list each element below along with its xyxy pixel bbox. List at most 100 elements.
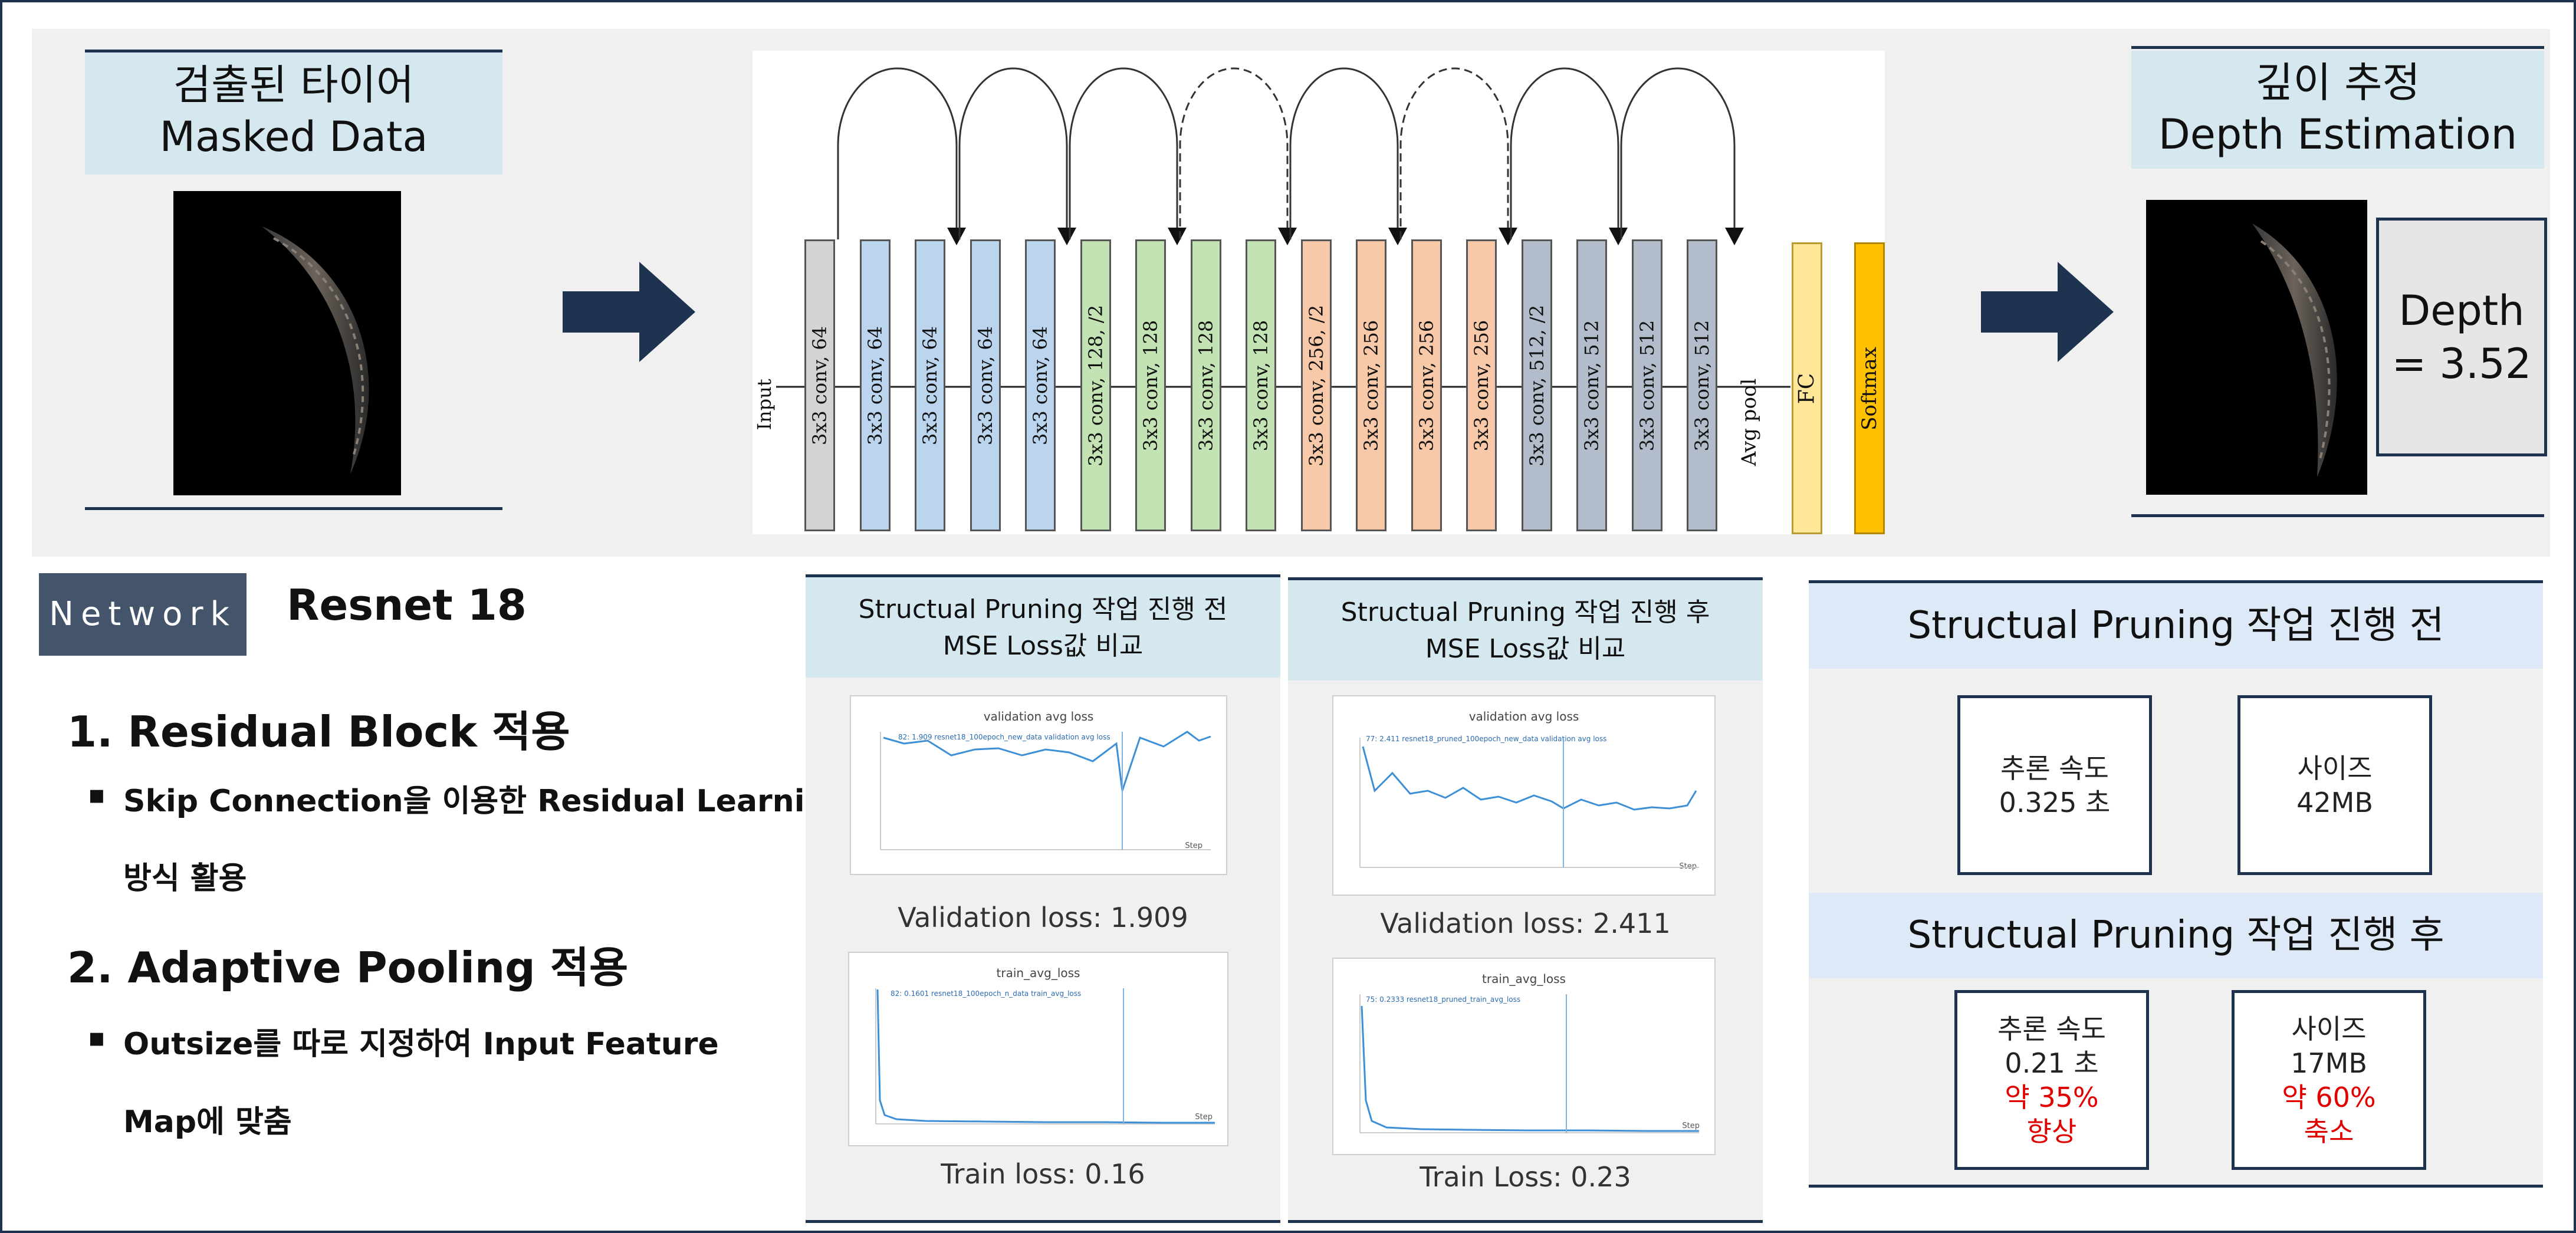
before-speed-box: 추론 속도 0.325 초 xyxy=(1957,695,2152,875)
after-train-loss: Train Loss: 0.23 xyxy=(1420,1161,1631,1193)
output-title-line1: 깊이 추정 xyxy=(2255,58,2420,107)
item1-bullet-icon: ▪ xyxy=(88,780,106,810)
before-size-box: 사이즈 42MB xyxy=(2237,695,2432,875)
skip-connection-arc xyxy=(1289,67,1399,239)
skip-connection-arc xyxy=(1179,67,1289,239)
summary-panel: Structual Pruning 작업 진행 전 추론 속도 0.325 초 … xyxy=(1809,580,2543,1188)
chart-title: train_avg_loss xyxy=(1482,972,1566,986)
item1-title: 1. Residual Block 적용 xyxy=(67,707,570,757)
before-summary-title: Structual Pruning 작업 진행 전 xyxy=(1809,583,2543,669)
conv-layer-1: 3x3 conv, 64 xyxy=(804,239,835,531)
after-speed-improvement-word: 향상 xyxy=(2026,1115,2077,1147)
after-validation-chart: validation avg loss 77: 2.411 resnet18_p… xyxy=(1332,695,1716,896)
fc-layer: FC xyxy=(1792,242,1822,534)
after-size-value: 17MB xyxy=(2291,1047,2367,1079)
item2-bullet-line2: Map에 맞춤 xyxy=(123,1104,292,1140)
chart-legend: 77: 2.411 resnet18_pruned_100epoch_new_d… xyxy=(1366,735,1607,743)
item2-bullet-line1: Outsize를 따로 지정하여 Input Feature xyxy=(123,1027,719,1062)
input-label: Input xyxy=(753,379,776,430)
before-train-chart: train_avg_loss 82: 0.1601 resnet18_100ep… xyxy=(848,952,1228,1146)
chart-legend: 82: 0.1601 resnet18_100epoch_n_data trai… xyxy=(891,989,1082,998)
chart-title: validation avg loss xyxy=(983,709,1094,724)
arrowhead-icon xyxy=(1057,228,1076,245)
arrowhead-icon xyxy=(1388,228,1407,245)
depth-value: = 3.52 xyxy=(2391,339,2532,388)
before-panel-header: Structual Pruning 작업 진행 전 MSE Loss값 비교 xyxy=(806,574,1280,678)
before-loss-panel: Structual Pruning 작업 진행 전 MSE Loss값 비교 v… xyxy=(806,574,1280,1223)
item1-bullet-line1: Skip Connection을 이용한 Residual Learning xyxy=(123,784,849,819)
conv-layer-15: 3x3 conv, 512 xyxy=(1576,239,1607,531)
after-panel-header: Structual Pruning 작업 진행 후 MSE Loss값 비교 xyxy=(1288,577,1763,680)
loss-line xyxy=(880,731,1211,850)
output-top-rule xyxy=(2131,46,2544,49)
item2-bullet-icon: ▪ xyxy=(88,1022,106,1053)
masked-tire-image xyxy=(173,191,401,495)
skip-connection-arc xyxy=(1069,67,1178,239)
output-bottom-rule xyxy=(2131,514,2544,517)
skip-connection-arc xyxy=(1510,67,1619,239)
arrowhead-icon xyxy=(1609,228,1628,245)
input-title-line1: 검출된 타이어 xyxy=(173,61,415,109)
after-validation-loss: Validation loss: 2.411 xyxy=(1380,908,1671,939)
chart-legend: 75: 0.2333 resnet18_pruned_train_avg_los… xyxy=(1366,995,1521,1004)
after-train-chart: train_avg_loss 75: 0.2333 resnet18_prune… xyxy=(1332,958,1716,1155)
skip-connection-arc xyxy=(1399,67,1509,239)
chart-step-label: Step xyxy=(1679,862,1697,871)
after-size-box: 사이즈 17MB 약 60% 축소 xyxy=(2232,990,2426,1170)
conv-layer-12: 3x3 conv, 256 xyxy=(1411,239,1442,531)
conv-layer-10: 3x3 conv, 256, /2 xyxy=(1300,239,1332,531)
before-size-value: 42MB xyxy=(2296,786,2373,818)
depth-label: Depth xyxy=(2398,286,2525,335)
softmax-layer: Softmax xyxy=(1854,242,1885,534)
arrowhead-icon xyxy=(1725,228,1744,245)
after-panel-title-line1: Structual Pruning 작업 진행 후 xyxy=(1340,597,1710,627)
depth-result-box: Depth = 3.52 xyxy=(2376,218,2547,456)
before-size-label: 사이즈 xyxy=(2297,752,2373,784)
conv-layer-3: 3x3 conv, 64 xyxy=(915,239,945,531)
conv-layer-8: 3x3 conv, 128 xyxy=(1190,239,1221,531)
item2-title: 2. Adaptive Pooling 적용 xyxy=(67,943,629,992)
after-speed-label: 추론 속도 xyxy=(1997,1012,2106,1045)
conv-layer-7: 3x3 conv, 128 xyxy=(1135,239,1166,531)
before-speed-label: 추론 속도 xyxy=(2000,752,2109,784)
conv-layer-9: 3x3 conv, 128 xyxy=(1246,239,1276,531)
output-title-line2: Depth Estimation xyxy=(2158,110,2518,159)
after-panel-title-line2: MSE Loss값 비교 xyxy=(1425,634,1626,664)
avg-pool-label: Avg pool xyxy=(1737,378,1761,466)
after-speed-box: 추론 속도 0.21 초 약 35% 향상 xyxy=(1954,990,2149,1170)
network-name: Resnet 18 xyxy=(287,580,527,630)
conv-layer-16: 3x3 conv, 512 xyxy=(1631,239,1662,531)
conv-layer-17: 3x3 conv, 512 xyxy=(1687,239,1717,531)
conv-layer-5: 3x3 conv, 64 xyxy=(1025,239,1056,531)
arrowhead-icon xyxy=(1499,228,1517,245)
loss-line xyxy=(875,988,1215,1125)
arrowhead-icon xyxy=(1168,228,1187,245)
chart-step-label: Step xyxy=(1195,1113,1213,1122)
item1-bullet-line2: 방식 활용 xyxy=(123,861,247,896)
output-title: 깊이 추정 Depth Estimation xyxy=(2131,51,2544,169)
skip-connection-arc xyxy=(1620,67,1736,239)
before-panel-title-line2: MSE Loss값 비교 xyxy=(942,631,1144,661)
conv-layer-2: 3x3 conv, 64 xyxy=(859,239,891,531)
before-speed-value: 0.325 초 xyxy=(1999,786,2111,818)
before-validation-chart: validation avg loss 82: 1.909 resnet18_1… xyxy=(850,695,1227,875)
skip-connection-arc xyxy=(958,67,1068,239)
skip-connection-arc xyxy=(837,67,958,239)
loss-line xyxy=(1359,994,1699,1133)
right-arrow-icon xyxy=(563,262,695,362)
loss-line xyxy=(1359,738,1699,868)
after-size-label: 사이즈 xyxy=(2291,1012,2367,1045)
after-loss-panel: Structual Pruning 작업 진행 후 MSE Loss값 비교 v… xyxy=(1288,577,1763,1223)
right-arrow-icon xyxy=(1981,262,2114,362)
conv-layer-13: 3x3 conv, 256 xyxy=(1466,239,1497,531)
conv-layer-4: 3x3 conv, 64 xyxy=(970,239,1001,531)
before-validation-loss: Validation loss: 1.909 xyxy=(898,902,1188,933)
network-badge: Network xyxy=(39,573,247,656)
before-train-loss: Train loss: 0.16 xyxy=(941,1158,1145,1190)
conv-layer-11: 3x3 conv, 256 xyxy=(1356,239,1386,531)
after-speed-improvement: 약 35% xyxy=(2005,1081,2099,1113)
arrowhead-icon xyxy=(1278,228,1297,245)
input-title-line2: Masked Data xyxy=(159,113,428,161)
input-top-rule xyxy=(85,50,502,52)
